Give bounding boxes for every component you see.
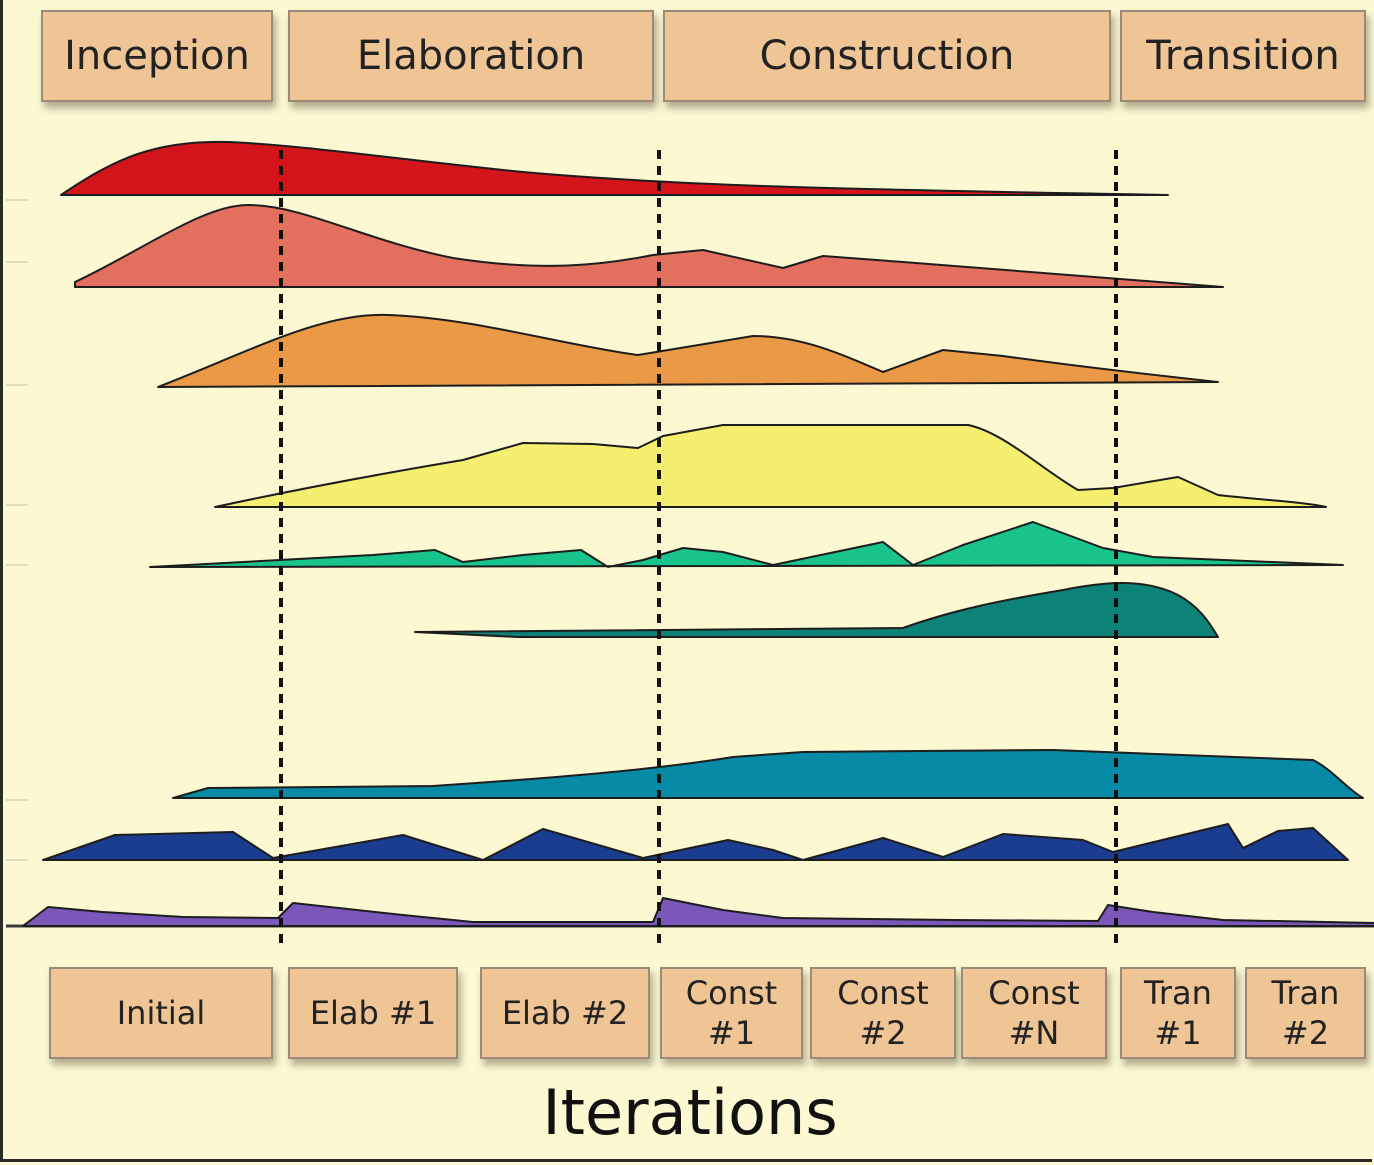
iteration-const-1: Const #1 (660, 967, 803, 1059)
iteration-elab-1: Elab #1 (288, 967, 458, 1059)
iteration-initial: Initial (49, 967, 273, 1059)
phase-construction: Construction (663, 10, 1111, 102)
iterations-axis-label: Iterations (542, 1076, 838, 1149)
workflow-hump-9 (22, 897, 1374, 927)
iteration-const-2: Const #2 (810, 967, 956, 1059)
workflow-hump-6 (414, 582, 1219, 638)
workflow-hump-3 (157, 313, 1219, 388)
phase-elaboration: Elaboration (288, 10, 654, 102)
iteration-tran-2: Tran #2 (1245, 967, 1366, 1059)
iteration-elab-2: Elab #2 (480, 967, 650, 1059)
workflow-hump-4 (214, 424, 1327, 508)
workflow-hump-2 (74, 204, 1224, 288)
iteration-const-n: Const #N (961, 967, 1107, 1059)
workflow-hump-5 (149, 521, 1344, 568)
workflow-humps (6, 140, 1374, 945)
phase-inception: Inception (41, 10, 273, 102)
workflow-hump-8 (42, 823, 1349, 861)
workflow-hump-7 (172, 749, 1364, 799)
workflow-hump-1 (60, 140, 1169, 196)
iteration-tran-1: Tran #1 (1120, 967, 1236, 1059)
phase-transition: Transition (1120, 10, 1366, 102)
